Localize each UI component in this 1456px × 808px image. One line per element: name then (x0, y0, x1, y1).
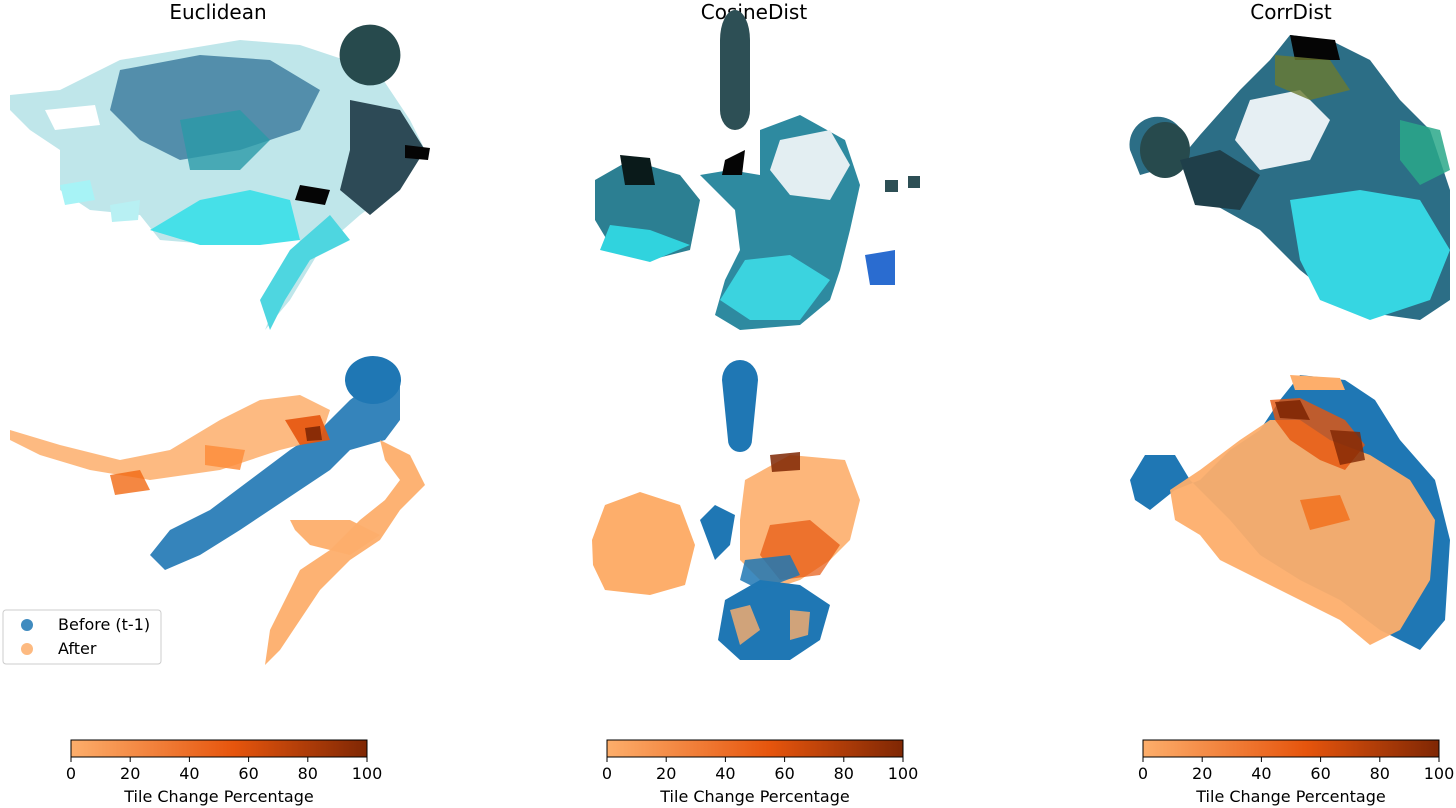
colorbar-euclidean: 0 20 40 60 80 100 Tile Change Percentage (66, 739, 383, 806)
scatter-panel-cosinedist (592, 360, 860, 660)
colorbar-tick-label: 40 (179, 764, 199, 783)
colorbar-label: Tile Change Percentage (659, 787, 849, 806)
colorbar-tick-label: 60 (1310, 764, 1330, 783)
colorbar-tick-label: 80 (834, 764, 854, 783)
title-corrdist: CorrDist (1250, 0, 1332, 24)
colorbar-label: Tile Change Percentage (1195, 787, 1385, 806)
tile-panel-cosinedist (595, 10, 920, 330)
colorbar-label: Tile Change Percentage (123, 787, 313, 806)
colorbar-tick-label: 100 (1424, 764, 1455, 783)
colorbar-corrdist: 0 20 40 60 80 100 Tile Change Percentage (1138, 739, 1455, 806)
colorbar-tick-label: 0 (66, 764, 76, 783)
colorbar-tick-label: 80 (298, 764, 318, 783)
legend-frame (2, 609, 162, 665)
tile-panel-euclidean (10, 24, 430, 330)
title-cosinedist: CosineDist (701, 0, 808, 24)
legend-label-after: After (58, 639, 97, 658)
colorbar-tick-label: 20 (1192, 764, 1212, 783)
colorbar-tick-label: 20 (120, 764, 140, 783)
colorbar-tick-label: 100 (352, 764, 383, 783)
colorbar-tick-label: 60 (238, 764, 258, 783)
title-euclidean: Euclidean (169, 0, 266, 24)
colorbar-tick-label: 60 (774, 764, 794, 783)
colorbar-gradient (606, 739, 904, 758)
legend-label-before: Before (t-1) (58, 615, 150, 634)
colorbar-cosinedist: 0 20 40 60 80 100 Tile Change Percentage (602, 739, 919, 806)
legend-marker-before (21, 619, 33, 631)
colorbar-gradient (1142, 739, 1440, 758)
colorbar-tick-label: 40 (715, 764, 735, 783)
scatter-panel-corrdist (1130, 375, 1450, 650)
legend: Before (t-1) After (2, 609, 162, 665)
colorbar-tick-label: 80 (1370, 764, 1390, 783)
scatter-panel-euclidean (10, 356, 425, 665)
legend-marker-after (21, 643, 33, 655)
colorbar-gradient (70, 739, 368, 758)
colorbar-tick-label: 40 (1251, 764, 1271, 783)
colorbar-tick-label: 0 (1138, 764, 1148, 783)
colorbar-tick-label: 0 (602, 764, 612, 783)
colorbar-tick-label: 20 (656, 764, 676, 783)
tile-panel-corrdist (1129, 35, 1450, 320)
colorbar-tick-label: 100 (888, 764, 919, 783)
